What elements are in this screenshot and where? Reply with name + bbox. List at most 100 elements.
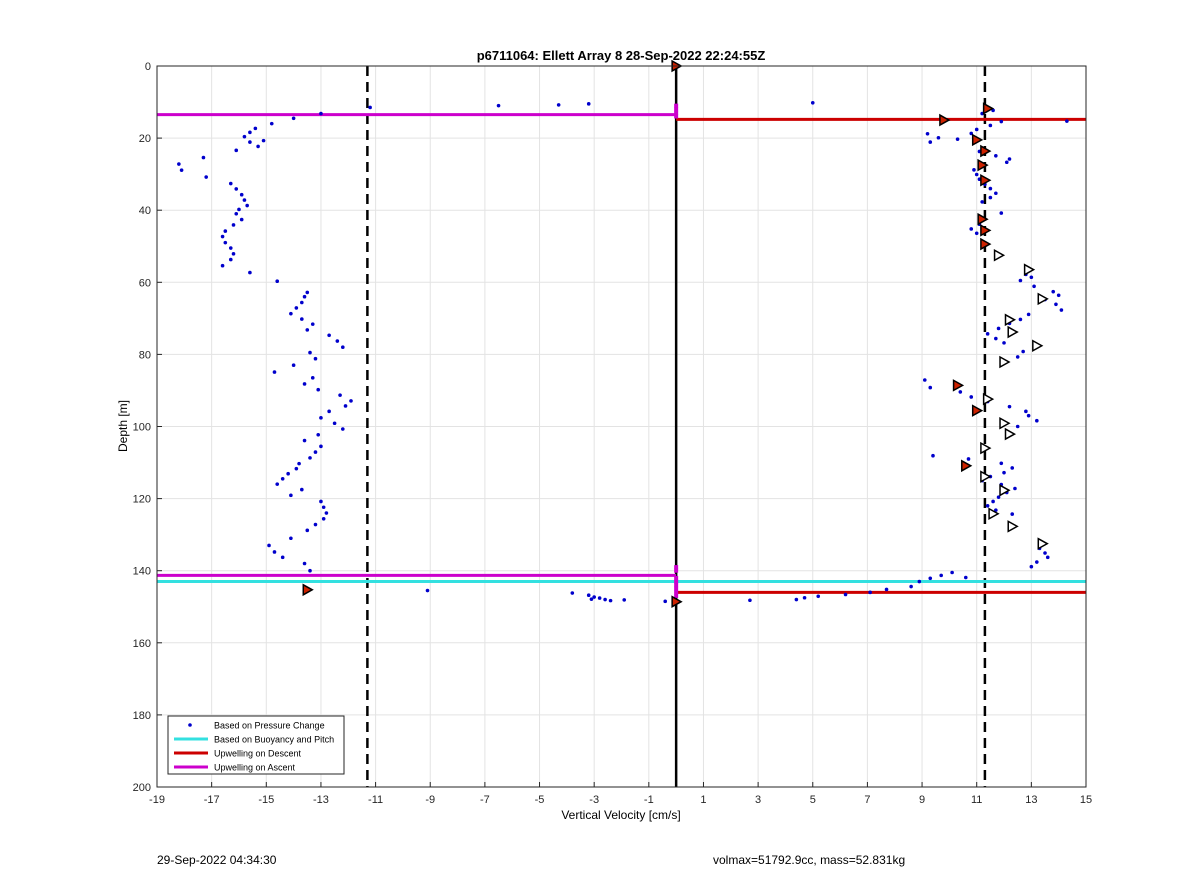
data-point (994, 191, 998, 196)
data-point (928, 576, 933, 581)
data-point (928, 385, 933, 390)
data-point (341, 427, 345, 431)
filled-triangle-markers (302, 59, 995, 608)
data-point (179, 168, 184, 172)
legend-entry-label: Based on Pressure Change (214, 721, 325, 731)
data-point (922, 378, 927, 382)
data-point (308, 350, 312, 355)
data-point (1004, 160, 1009, 165)
filled-triangle-marker (980, 174, 992, 187)
open-triangle-marker (1023, 263, 1036, 276)
data-point (496, 103, 501, 108)
data-point (994, 153, 998, 158)
data-point (994, 508, 998, 512)
data-point (1002, 470, 1006, 475)
open-triangle-marker (988, 507, 1000, 521)
data-point (316, 432, 321, 437)
data-point (1015, 424, 1020, 429)
data-point (327, 409, 331, 414)
data-point (909, 584, 913, 589)
data-point (308, 568, 312, 573)
data-point (204, 175, 208, 179)
data-point (343, 404, 348, 408)
open-triangle-marker (980, 470, 992, 483)
data-point (228, 181, 233, 186)
data-point (985, 504, 990, 508)
data-point (980, 200, 984, 204)
x-tick-label: -5 (535, 794, 545, 806)
filled-triangle-marker (671, 595, 683, 608)
data-point (1056, 293, 1061, 298)
data-point (999, 119, 1004, 124)
data-point (294, 466, 299, 471)
x-axis-label: Vertical Velocity [cm/s] (561, 808, 680, 822)
data-point (269, 121, 274, 126)
x-axis-ticks: -19 -17 -15 -13 -11 -9 -7 -5 -3 -1 1 3 5 7 9 11 13 15 (149, 782, 1092, 806)
data-point (988, 195, 993, 200)
data-point (223, 240, 228, 245)
data-point (313, 450, 318, 454)
open-triangle-marker (980, 441, 992, 455)
open-triangle-marker (993, 248, 1006, 262)
data-point (1002, 341, 1006, 345)
data-point (341, 345, 345, 349)
data-point (996, 326, 1001, 331)
data-point (1026, 413, 1031, 418)
open-triangle-marker (999, 484, 1011, 497)
y-tick-label: 80 (139, 349, 151, 361)
y-tick-label: 20 (139, 133, 151, 145)
chart-title: p6711064: Ellett Array 8 28-Sep-2022 22:… (477, 48, 766, 63)
y-axis-label: Depth [m] (116, 400, 130, 452)
y-tick-label: 200 (133, 782, 151, 794)
data-point (327, 333, 331, 338)
ascent-marker (674, 114, 679, 119)
data-point (237, 207, 241, 212)
legend-entry-label: Upwelling on Ascent (214, 763, 296, 773)
data-point (1026, 312, 1031, 317)
data-point (985, 332, 990, 336)
filled-triangle-marker (980, 224, 992, 237)
data-point (368, 105, 372, 110)
data-point (843, 592, 848, 597)
data-point (1032, 284, 1036, 289)
x-tick-label: 11 (971, 794, 982, 806)
filled-triangle-marker (982, 102, 995, 115)
x-tick-label: 13 (1025, 794, 1037, 806)
open-triangle-marker (1007, 325, 1019, 339)
data-point (974, 127, 979, 132)
data-point (1045, 555, 1050, 560)
ascent-marker (674, 110, 679, 115)
data-point (1043, 551, 1047, 555)
data-point (300, 300, 304, 305)
footer-timestamp: 29-Sep-2022 04:34:30 (157, 853, 277, 867)
data-point (1035, 560, 1039, 564)
data-point (1018, 317, 1023, 322)
data-point (748, 598, 752, 603)
data-point (289, 311, 293, 316)
data-point (1010, 512, 1015, 516)
data-point (999, 461, 1004, 466)
open-triangle-markers (980, 248, 1049, 550)
data-point (239, 192, 244, 197)
data-point (816, 594, 821, 599)
data-point (1015, 355, 1020, 359)
open-triangle-marker (1032, 339, 1044, 353)
data-point (972, 168, 976, 172)
filled-triangle-marker (977, 212, 989, 226)
data-point (425, 588, 430, 593)
ascent-marker (674, 579, 679, 584)
data-point (310, 322, 315, 326)
y-tick-label: 40 (139, 205, 151, 217)
data-point (994, 336, 998, 341)
data-point (275, 482, 280, 486)
x-tick-label: 9 (919, 794, 925, 806)
upwelling-lines (157, 103, 1086, 598)
ascent-marker (674, 583, 679, 588)
open-triangle-marker (1037, 537, 1049, 550)
data-point (592, 595, 596, 599)
data-point (936, 135, 941, 140)
y-tick-label: 160 (133, 638, 151, 650)
data-point (597, 596, 602, 600)
data-point (974, 172, 979, 177)
